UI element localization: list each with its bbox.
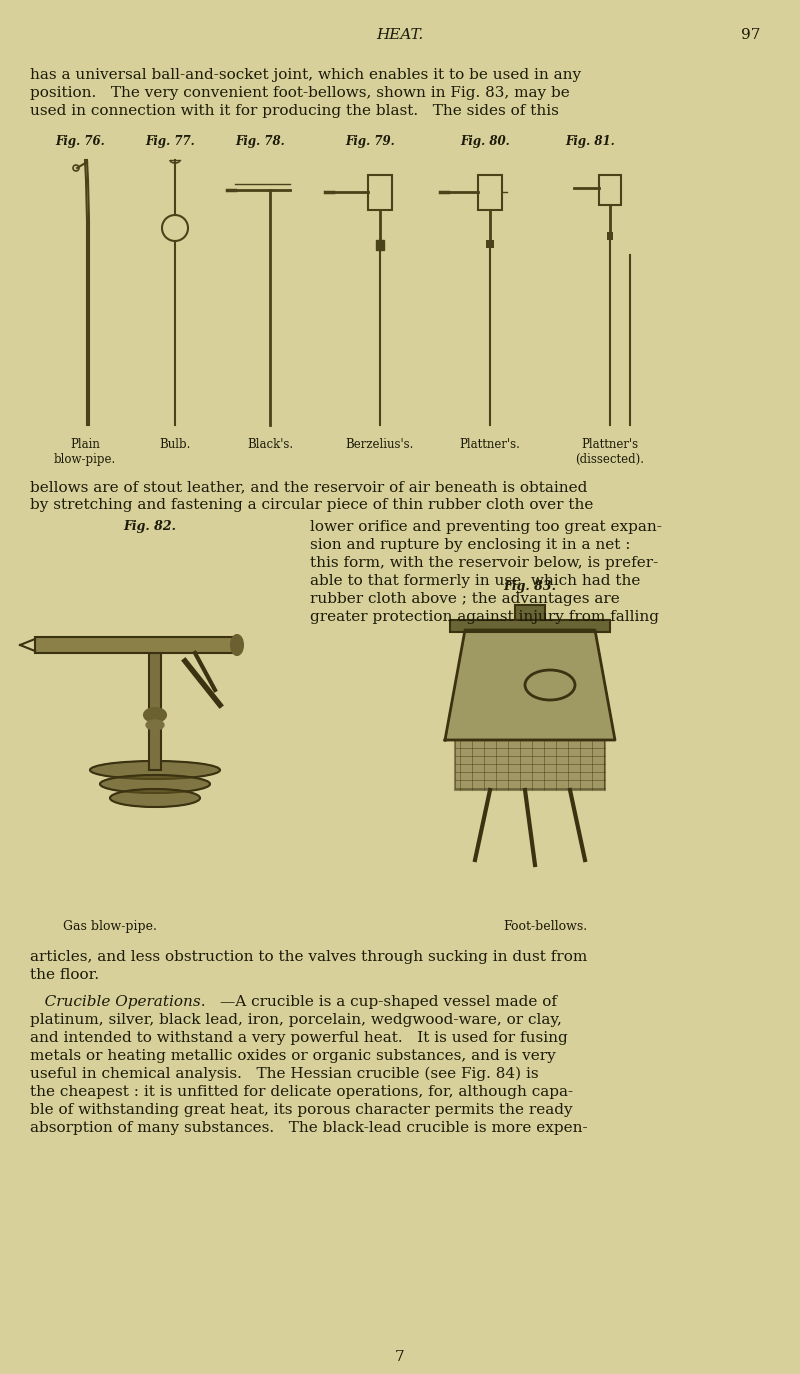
Text: —A crucible is a cup-shaped vessel made of: —A crucible is a cup-shaped vessel made … bbox=[220, 995, 557, 1009]
Text: HEAT.: HEAT. bbox=[376, 27, 424, 43]
Text: the cheapest : it is unfitted for delicate operations, for, although capa-: the cheapest : it is unfitted for delica… bbox=[30, 1085, 573, 1099]
Text: Crucible Operations.: Crucible Operations. bbox=[30, 995, 206, 1009]
Text: has a universal ball-and-socket joint, which enables it to be used in any: has a universal ball-and-socket joint, w… bbox=[30, 67, 581, 82]
Text: Fig. 80.: Fig. 80. bbox=[460, 135, 510, 148]
Text: Plattner's.: Plattner's. bbox=[459, 438, 521, 451]
Bar bbox=[368, 174, 392, 210]
Text: bellows are of stout leather, and the reservoir of air beneath is obtained: bellows are of stout leather, and the re… bbox=[30, 480, 587, 495]
Text: by stretching and fastening a circular piece of thin rubber cloth over the: by stretching and fastening a circular p… bbox=[30, 497, 594, 513]
Bar bbox=[478, 174, 502, 210]
Text: Berzelius's.: Berzelius's. bbox=[346, 438, 414, 451]
Ellipse shape bbox=[100, 775, 210, 793]
Ellipse shape bbox=[90, 761, 220, 779]
Text: 97: 97 bbox=[741, 27, 760, 43]
Text: Foot-bellows.: Foot-bellows. bbox=[503, 921, 587, 933]
Text: Fig. 83.: Fig. 83. bbox=[503, 580, 557, 594]
Bar bbox=[599, 174, 621, 205]
Text: Fig. 76.: Fig. 76. bbox=[55, 135, 105, 148]
Text: articles, and less obstruction to the valves through sucking in dust from: articles, and less obstruction to the va… bbox=[30, 949, 587, 965]
Text: 7: 7 bbox=[395, 1351, 405, 1364]
Text: Fig. 79.: Fig. 79. bbox=[345, 135, 394, 148]
Text: the floor.: the floor. bbox=[30, 969, 99, 982]
Ellipse shape bbox=[110, 789, 200, 807]
Text: Fig. 78.: Fig. 78. bbox=[235, 135, 285, 148]
Text: Plattner's
(dissected).: Plattner's (dissected). bbox=[575, 438, 645, 466]
Bar bbox=[515, 605, 545, 620]
Text: absorption of many substances.   The black-lead crucible is more expen-: absorption of many substances. The black… bbox=[30, 1121, 588, 1135]
Text: rubber cloth above ; the advantages are: rubber cloth above ; the advantages are bbox=[310, 592, 620, 606]
Text: Fig. 81.: Fig. 81. bbox=[565, 135, 614, 148]
Bar bbox=[455, 741, 605, 790]
Text: Bulb.: Bulb. bbox=[159, 438, 190, 451]
Text: greater protection against injury from falling: greater protection against injury from f… bbox=[310, 610, 659, 624]
Bar bbox=[376, 240, 384, 250]
Text: used in connection with it for producing the blast.   The sides of this: used in connection with it for producing… bbox=[30, 104, 559, 118]
Ellipse shape bbox=[146, 720, 164, 730]
Text: Fig. 77.: Fig. 77. bbox=[145, 135, 194, 148]
Bar bbox=[35, 638, 235, 653]
Polygon shape bbox=[445, 631, 615, 741]
Text: useful in chemical analysis.   The Hessian crucible (see Fig. 84) is: useful in chemical analysis. The Hessian… bbox=[30, 1068, 538, 1081]
Bar bbox=[607, 232, 613, 240]
Text: Black's.: Black's. bbox=[247, 438, 293, 451]
Ellipse shape bbox=[144, 708, 166, 721]
Text: Fig. 82.: Fig. 82. bbox=[123, 519, 177, 533]
Text: this form, with the reservoir below, is prefer-: this form, with the reservoir below, is … bbox=[310, 556, 658, 570]
Bar bbox=[450, 620, 610, 632]
Text: platinum, silver, black lead, iron, porcelain, wedgwood-ware, or clay,: platinum, silver, black lead, iron, porc… bbox=[30, 1013, 562, 1026]
Text: able to that formerly in use, which had the: able to that formerly in use, which had … bbox=[310, 574, 640, 588]
Text: Gas blow-pipe.: Gas blow-pipe. bbox=[63, 921, 157, 933]
Text: metals or heating metallic oxides or organic substances, and is very: metals or heating metallic oxides or org… bbox=[30, 1048, 556, 1063]
Text: and intended to withstand a very powerful heat.   It is used for fusing: and intended to withstand a very powerfu… bbox=[30, 1030, 568, 1046]
Text: Plain
blow-pipe.: Plain blow-pipe. bbox=[54, 438, 116, 466]
Ellipse shape bbox=[231, 635, 243, 655]
Bar bbox=[149, 640, 161, 769]
Text: sion and rupture by enclosing it in a net :: sion and rupture by enclosing it in a ne… bbox=[310, 539, 630, 552]
Text: position.   The very convenient foot-bellows, shown in Fig. 83, may be: position. The very convenient foot-bello… bbox=[30, 87, 570, 100]
Text: lower orifice and preventing too great expan-: lower orifice and preventing too great e… bbox=[310, 519, 662, 534]
Text: ble of withstanding great heat, its porous character permits the ready: ble of withstanding great heat, its poro… bbox=[30, 1103, 573, 1117]
Bar bbox=[486, 240, 494, 247]
